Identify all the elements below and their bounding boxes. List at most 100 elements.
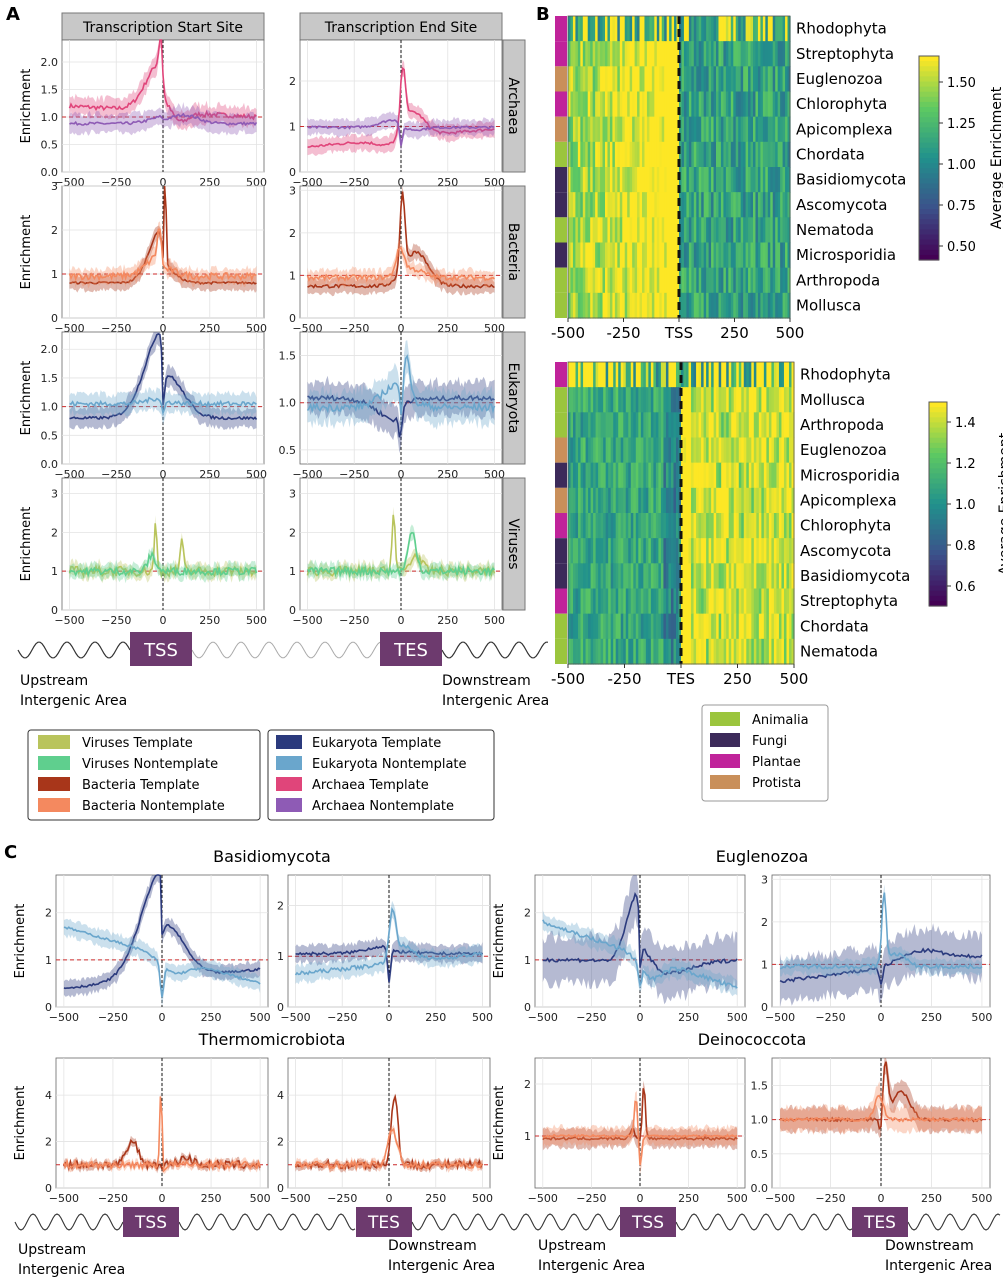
heat-cell <box>630 487 634 514</box>
heat-cell <box>693 192 697 218</box>
heat-cell <box>693 91 697 118</box>
heat-cell <box>656 41 660 67</box>
heat-cell <box>713 167 717 193</box>
heat-cell <box>750 292 754 319</box>
series-band-viruses-template <box>69 515 257 584</box>
heat-cell <box>617 217 621 244</box>
heat-cell <box>780 91 784 118</box>
heat-cell <box>661 242 665 269</box>
heat-cell <box>678 437 682 464</box>
heat-cell <box>666 267 670 294</box>
heat-cell <box>681 41 685 67</box>
heat-cell <box>750 192 754 218</box>
heat-cell <box>623 613 627 640</box>
heat-cell <box>693 167 697 193</box>
heat-cell <box>578 387 582 413</box>
heat-cell <box>741 387 745 413</box>
colorbar-step <box>929 585 947 592</box>
heat-cell <box>665 462 670 489</box>
heat-cell <box>635 513 639 539</box>
colorbar-step <box>919 86 939 93</box>
x-tick-label: 0 <box>398 468 405 481</box>
heat-cell <box>745 41 749 67</box>
heat-cell <box>768 538 772 564</box>
heat-cell <box>711 487 715 514</box>
heat-cell <box>775 267 779 294</box>
heat-cell <box>772 16 776 42</box>
heat-cell <box>708 267 712 294</box>
heat-cell <box>728 513 732 539</box>
heat-cell <box>588 538 592 564</box>
heat-cell <box>614 242 618 269</box>
heat-cell <box>683 462 687 489</box>
heat-cell <box>669 16 673 42</box>
heat-cell <box>645 487 649 514</box>
heat-cell <box>681 16 685 42</box>
heat-cell <box>706 387 710 413</box>
heat-cell <box>577 66 581 93</box>
heat-cell <box>625 462 629 489</box>
heat-cell <box>600 412 604 439</box>
y-tick-label: 3 <box>761 873 768 886</box>
heat-cell <box>664 267 668 294</box>
colorbar-step <box>919 209 939 215</box>
heat-cell <box>696 16 700 42</box>
heat-cell <box>638 437 642 464</box>
heat-cell <box>758 613 762 640</box>
y-tick-label: 0.0 <box>41 166 59 179</box>
heat-cell <box>767 91 771 118</box>
heat-cell <box>666 192 670 218</box>
heat-cell <box>666 16 670 42</box>
heat-cell <box>753 513 757 539</box>
heat-cell <box>765 267 769 294</box>
heat-cell <box>696 412 700 439</box>
heat-cell <box>708 292 712 319</box>
heat-cell <box>633 588 637 615</box>
heat-cell <box>637 267 641 294</box>
heat-cell <box>673 437 677 464</box>
heat-cell <box>755 167 759 193</box>
heat-cell <box>758 387 762 413</box>
colorbar-step <box>919 178 939 185</box>
heat-cell <box>773 462 778 489</box>
heat-cell <box>711 66 715 93</box>
heat-cell <box>738 412 742 439</box>
heat-cell <box>770 66 774 93</box>
heat-cell <box>708 362 712 388</box>
heat-cell <box>698 292 702 319</box>
heat-cell <box>575 462 579 489</box>
heat-cell <box>693 588 697 615</box>
x-tick-label: 0 <box>398 322 405 335</box>
heat-cell <box>661 292 665 319</box>
heat-cell <box>570 362 574 388</box>
heat-cell <box>580 41 584 67</box>
heat-cell <box>587 217 591 244</box>
heat-cell <box>654 217 658 244</box>
legend-a-left: Viruses Template Viruses Nontemplate Bac… <box>27 729 261 821</box>
heat-cell <box>708 437 712 464</box>
heat-cell <box>765 167 769 193</box>
heat-cell <box>701 141 705 168</box>
heat-cell <box>575 267 579 294</box>
heat-cell <box>733 141 737 168</box>
heat-cell <box>760 91 764 118</box>
heat-cell <box>753 462 757 489</box>
heat-cell <box>686 41 690 67</box>
heat-cell <box>756 387 760 413</box>
heat-cell <box>777 91 781 118</box>
heat-cell <box>767 66 771 93</box>
heat-cell <box>768 613 772 640</box>
heat-cell <box>633 462 637 489</box>
heat-cell <box>612 292 616 319</box>
heat-cell <box>738 292 742 319</box>
heat-cell <box>791 462 795 489</box>
heat-cell <box>603 638 607 665</box>
heat-cell <box>583 588 587 615</box>
tes-box <box>380 632 442 666</box>
heat-cell <box>674 116 678 143</box>
heat-cell <box>608 588 612 615</box>
y-tick-label: 0 <box>45 1182 52 1195</box>
heat-cell <box>683 437 687 464</box>
heat-cell <box>741 613 745 640</box>
heatmap-row-label-euglenozoa: Euglenozoa <box>796 70 883 88</box>
